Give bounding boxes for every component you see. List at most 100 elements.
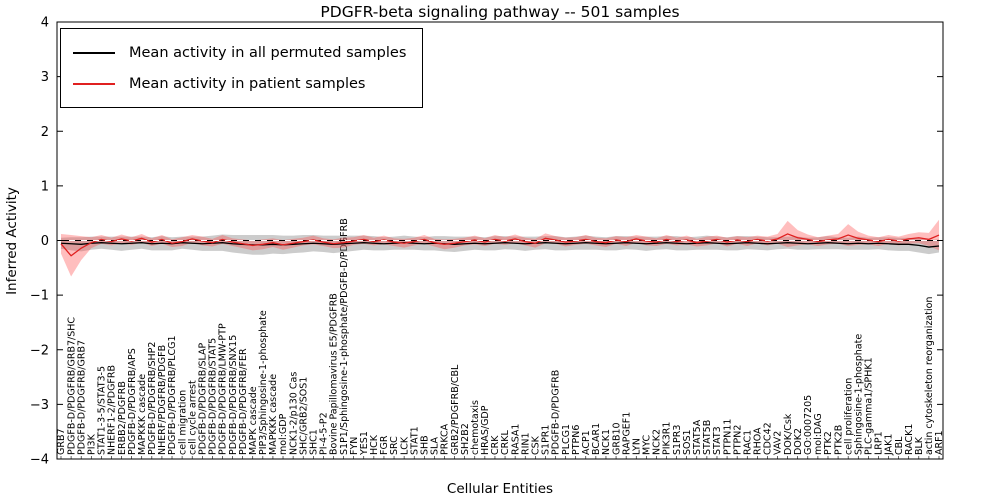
x-tick-label: GRB7 (56, 428, 67, 455)
x-tick-label: STAT5B (702, 420, 713, 455)
x-tick-label: PI-4-5-P2 (319, 412, 330, 455)
x-tick-label: NCK1 (601, 429, 612, 455)
x-tick-label: JAK1 (884, 434, 895, 456)
x-tick-label: cell migration (177, 390, 188, 455)
x-tick-label: cell cycle arrest (187, 380, 198, 455)
x-tick-label: RAC1 (742, 430, 753, 455)
x-tick-label: MAPK cascade (248, 386, 259, 455)
y-tick-label: 2 (41, 125, 49, 140)
x-tick-label: BLK (914, 436, 925, 455)
x-tick-label: FGR (379, 435, 390, 455)
x-tick-label: PIK3R1 (662, 422, 673, 455)
x-tick-label: SHC/GRB2/SOS1 (298, 377, 309, 455)
x-tick-label: PDGFB-D/PDGFRB/SHP2 (147, 342, 158, 455)
x-tick-label: PDGFB-D/PDGFRB/SLAP (197, 342, 208, 455)
x-tick-label: GRB10 (611, 422, 622, 455)
x-tick-label: LRP1 (874, 431, 885, 455)
x-tick-label: PDGFB-D/PDGFRB (551, 370, 562, 455)
x-tick-label: CSK (531, 435, 542, 455)
x-tick-label: MAPKKK cascade (268, 374, 279, 455)
x-tick-label: LYN (631, 438, 642, 455)
x-tick-label: HRAS/GDP (480, 405, 491, 455)
x-tick-label: PTK2B (833, 425, 844, 455)
x-tick-label: HCK (369, 434, 380, 455)
y-tick-label: 1 (41, 179, 49, 194)
x-tick-label: VAV2 (773, 431, 784, 455)
x-tick-label: S1PR3 (672, 425, 683, 455)
x-tick-label: PDGFB-D/PDGFRB/GRB7 (76, 340, 87, 455)
x-tick-label: PLC-gamma1/SPHK1 (864, 357, 875, 455)
x-tick-label: actin cytoskeleton reorganization (924, 297, 935, 455)
x-tick-label: STAT3 (712, 426, 723, 455)
series-line-patient (60, 233, 940, 257)
legend-label-permuted: Mean activity in all permuted samples (129, 44, 407, 61)
series-line-permuted (60, 242, 940, 248)
x-tick-label: CRKL (500, 430, 511, 455)
permuted-line-swatch (73, 51, 115, 54)
y-tick-label: 0 (41, 234, 49, 249)
x-tick-label: PTPN6 (571, 425, 582, 455)
patient-line-swatch (73, 82, 115, 85)
x-tick-label: PIP3/Sphingosine-1-phosphate (258, 310, 269, 455)
y-tick-label: −1 (30, 289, 49, 304)
y-tick-label: 4 (41, 16, 49, 31)
x-tick-label: SOS1 (682, 429, 693, 455)
x-tick-label: NCK2 (652, 429, 663, 455)
x-tick-label: PDGFB-D/PDGFRB/STAT5 (208, 338, 219, 455)
x-tick-label: STAT5A (692, 419, 703, 455)
x-tick-label: GO:0007205 (803, 395, 814, 455)
x-tick-label: cell proliferation (843, 378, 854, 455)
x-tick-label: FYN (349, 437, 360, 455)
legend: Mean activity in all permuted samples Me… (60, 28, 424, 108)
x-tick-label: SH2B2 (460, 423, 471, 455)
x-tick-label: PDGFB-D/PDGFRB/LMW-PTP (218, 323, 229, 455)
x-tick-label: STAT1 (409, 426, 420, 455)
chart-title: PDGFR-beta signaling pathway -- 501 samp… (320, 3, 680, 21)
x-tick-label: PDGFB-D/PDGFRB/GRB7/SHC (66, 317, 77, 455)
x-tick-label: PDGFB-D/PDGFRB/APS (127, 348, 138, 455)
x-tick-label: STAT1-3-5/STAT3-5 (97, 366, 108, 455)
y-tick-label: 3 (41, 70, 49, 85)
x-tick-label: SRC (389, 436, 400, 455)
legend-entry-permuted: Mean activity in all permuted samples (73, 37, 406, 68)
x-tick-label: CBL (894, 436, 905, 455)
x-tick-label: NHERF/PDGFRB/PDGFB (157, 345, 168, 455)
x-tick-label: ERBB2/PDGFRB (117, 381, 128, 455)
x-tick-label: NCK1-2/p130 Cas (288, 372, 299, 455)
x-tick-label: DOK2 (793, 428, 804, 455)
x-tick-label: PI3K (86, 433, 97, 455)
y-tick-label: −4 (30, 453, 49, 468)
y-tick-label: −2 (30, 343, 49, 358)
x-tick-label: PRKCA (440, 423, 451, 455)
x-tick-label: S1P1/Sphingosine-1-phosphate/PDGFB-D/PDG… (339, 218, 350, 455)
x-tick-label: YES1 (359, 431, 370, 456)
x-tick-label: mol:GDP (278, 413, 289, 455)
x-tick-label: CDC42 (763, 422, 774, 455)
x-tick-label: LCK (399, 436, 410, 455)
x-tick-label: RAPGEF1 (621, 412, 632, 455)
x-tick-label: RHOA (753, 427, 764, 455)
x-tick-label: GRB2/PDGFRB/CBL (450, 364, 461, 455)
x-tick-label: chemotaxis (470, 400, 481, 455)
x-tick-label: DOK/Csk (783, 413, 794, 455)
x-tick-label: PDGFB-D/PDGFRB/SNX15 (228, 335, 239, 455)
x-tick-label: ARF1 (934, 430, 945, 455)
x-tick-label: SLA (430, 436, 441, 455)
x-tick-label: S1PR1 (541, 425, 552, 455)
x-tick-label: ACP1 (581, 430, 592, 455)
x-tick-label: PDGFB-D/PDGFRB/FER (238, 348, 249, 455)
x-tick-label: RASA1 (510, 424, 521, 455)
y-tick-label: −3 (30, 398, 49, 413)
x-tick-label: PTPN2 (732, 425, 743, 455)
x-tick-label: PLCG1 (561, 424, 572, 455)
legend-entry-patient: Mean activity in patient samples (73, 68, 406, 99)
x-tick-label: PTPN11 (722, 419, 733, 455)
x-tick-label: Bovine Papillomavirus E5/PDGFRB (329, 293, 340, 455)
x-axis-label: Cellular Entities (446, 481, 554, 497)
x-tick-label: RIN1 (520, 432, 531, 455)
x-tick-label: PTK2 (823, 431, 834, 455)
y-axis-label: Inferred Activity (4, 187, 20, 295)
x-tick-label: CRK (490, 435, 501, 455)
